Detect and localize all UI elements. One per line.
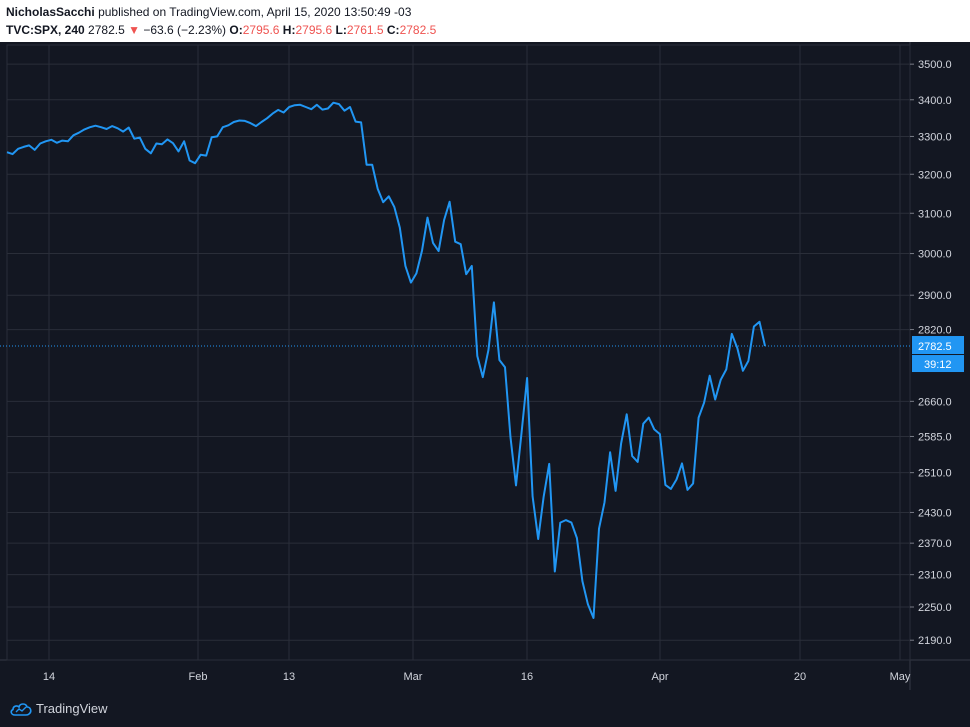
plot-frame bbox=[6, 44, 911, 661]
price-label-text: 2782.5 bbox=[918, 341, 952, 353]
down-arrow-icon: ▼ bbox=[128, 23, 140, 37]
header: NicholasSacchi published on TradingView.… bbox=[0, 0, 970, 42]
y-tick-label: 3200.0 bbox=[918, 169, 952, 181]
x-tick-label: Apr bbox=[651, 671, 668, 683]
y-tick-label: 3500.0 bbox=[918, 59, 952, 71]
low-value: 2761.5 bbox=[346, 23, 384, 37]
published-text: published on TradingView.com, April 15, … bbox=[98, 5, 412, 19]
y-tick-label: 2250.0 bbox=[918, 602, 952, 614]
high-value: 2795.6 bbox=[295, 23, 333, 37]
x-tick-label: Mar bbox=[404, 671, 423, 683]
y-tick-label: 2430.0 bbox=[918, 507, 952, 519]
x-tick-label: Feb bbox=[189, 671, 208, 683]
author-name[interactable]: NicholasSacchi bbox=[6, 5, 95, 19]
y-tick-label: 2820.0 bbox=[918, 325, 952, 337]
symbol-name: TVC:SPX, 240 bbox=[6, 23, 85, 37]
footer: TradingView bbox=[0, 690, 970, 727]
chart-area[interactable]: 3500.0 3400.0 3300.0 3200.0 3100.0 3000.0 2900… bbox=[0, 42, 970, 690]
high-label: H: bbox=[282, 23, 296, 37]
y-tick-label: 3300.0 bbox=[918, 131, 952, 143]
y-tick-label: 3000.0 bbox=[918, 249, 952, 261]
x-tick-label: 20 bbox=[794, 671, 806, 683]
y-tick-label: 3400.0 bbox=[918, 95, 952, 107]
y-tick-label: 2370.0 bbox=[918, 538, 952, 550]
y-tick-label: 2310.0 bbox=[918, 570, 952, 582]
countdown-box bbox=[912, 355, 964, 373]
price-change: −63.6 (−2.23%) bbox=[143, 23, 227, 37]
y-tick-label: 2660.0 bbox=[918, 396, 952, 408]
spx-price-line bbox=[6, 101, 766, 619]
close-label: C: bbox=[386, 23, 400, 37]
x-tick-label: 16 bbox=[521, 671, 533, 683]
y-tick-label: 3100.0 bbox=[918, 208, 952, 220]
low-label: L: bbox=[335, 23, 347, 37]
y-tick-label: 2900.0 bbox=[918, 290, 952, 302]
y-tick-label: 2585.0 bbox=[918, 431, 952, 443]
last-price: 2782.5 bbox=[88, 23, 125, 37]
close-value: 2782.5 bbox=[399, 23, 437, 37]
price-label-box bbox=[912, 336, 964, 355]
x-tick-label: 14 bbox=[43, 671, 55, 683]
open-label: O: bbox=[229, 23, 243, 37]
tradingview-logo[interactable]: TradingView bbox=[10, 701, 108, 716]
symbol-line: TVC:SPX, 240 2782.5 ▼ −63.6 (−2.23%) O:2… bbox=[6, 23, 436, 37]
x-tick-label: May bbox=[890, 671, 911, 683]
publication-line: NicholasSacchi published on TradingView.… bbox=[6, 5, 411, 19]
countdown-text: 39:12 bbox=[924, 359, 952, 371]
y-tick-label: 2190.0 bbox=[918, 635, 952, 647]
price-chart[interactable]: 3500.0 3400.0 3300.0 3200.0 3100.0 3000.0 2900… bbox=[0, 42, 970, 690]
x-tick-label: 13 bbox=[283, 671, 295, 683]
open-value: 2795.6 bbox=[242, 23, 280, 37]
tradingview-brand: TradingView bbox=[36, 701, 108, 716]
tradingview-cloud-icon bbox=[10, 702, 32, 716]
y-tick-label: 2510.0 bbox=[918, 468, 952, 480]
